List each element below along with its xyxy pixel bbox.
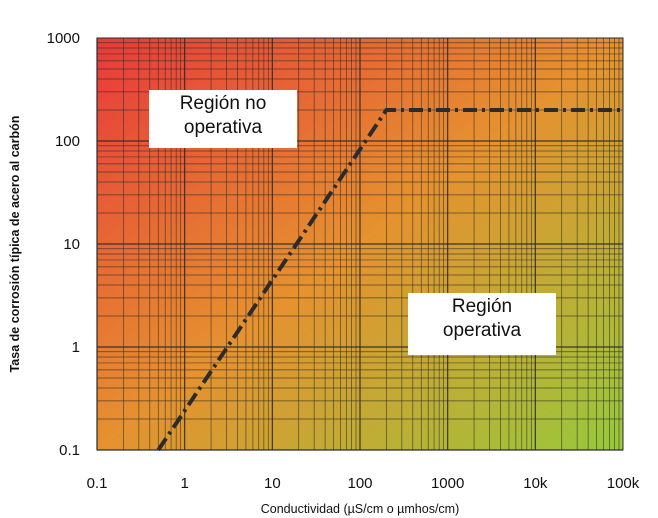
x-tick-label: 0.1	[87, 475, 108, 492]
annotation-line: operativa	[442, 320, 522, 341]
tick-labels: 0.1 1 10 100 1000 10k 100k 0.1 1 10 100 1000	[47, 30, 640, 492]
x-tick-label: 100k	[607, 475, 640, 492]
annotation-region-no-operativa: Región no operativa	[149, 90, 297, 148]
x-tick-label: 10k	[523, 475, 548, 492]
y-tick-label: 1000	[47, 30, 80, 47]
plot-border	[96, 37, 624, 451]
x-tick-label: 100	[347, 475, 372, 492]
y-tick-label: 10	[63, 236, 80, 253]
series-line	[156, 108, 623, 452]
annotation-region-operativa: Región operativa	[408, 293, 556, 355]
x-tick-label: 10	[264, 475, 281, 492]
y-axis-title: Tasa de corrosión típica de acero al car…	[8, 116, 22, 373]
annotation-line: Región	[451, 296, 513, 317]
annotation-line: operativa	[183, 117, 263, 138]
x-tick-label: 1	[180, 475, 188, 492]
y-tick-label: 1	[72, 339, 80, 356]
x-axis-title: Conductividad (µS/cm o µmhos/cm)	[261, 502, 460, 516]
y-tick-label: 0.1	[59, 442, 80, 459]
x-tick-label: 1000	[431, 475, 464, 492]
annotation-line: Región no	[179, 93, 267, 114]
y-tick-label: 100	[55, 133, 80, 150]
